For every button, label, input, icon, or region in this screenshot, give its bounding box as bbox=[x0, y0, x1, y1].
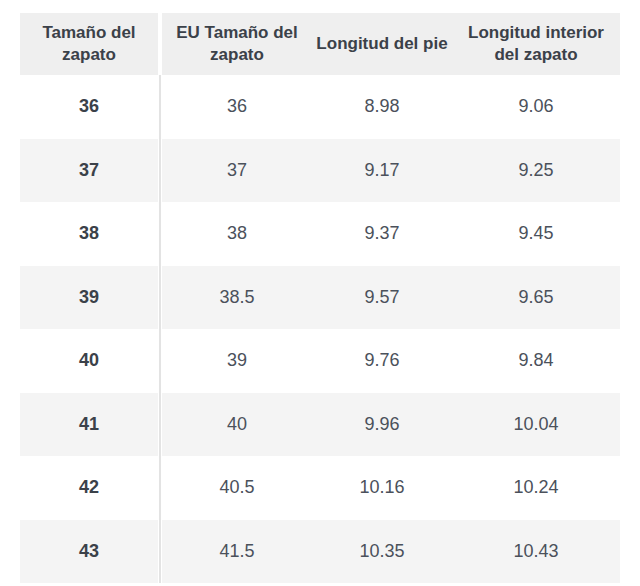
cell-shoe-size: 42 bbox=[20, 456, 158, 520]
cell-eu-shoe-size: 38.5 bbox=[162, 266, 312, 330]
table-row: 42 40.5 10.16 10.24 bbox=[20, 456, 620, 520]
cell-eu-shoe-size: 39 bbox=[162, 329, 312, 393]
table-row: 38 38 9.37 9.45 bbox=[20, 202, 620, 266]
cell-eu-shoe-size: 41.5 bbox=[162, 520, 312, 584]
cell-eu-shoe-size: 40.5 bbox=[162, 456, 312, 520]
cell-foot-length: 9.17 bbox=[312, 139, 452, 203]
cell-inner-shoe-length: 10.04 bbox=[452, 393, 620, 457]
table-body: 36 36 8.98 9.06 37 37 9.17 9.25 38 38 9.… bbox=[20, 75, 620, 583]
header-shoe-size: Tamaño del zapato bbox=[20, 13, 158, 75]
cell-eu-shoe-size: 38 bbox=[162, 202, 312, 266]
cell-inner-shoe-length: 9.84 bbox=[452, 329, 620, 393]
cell-inner-shoe-length: 9.25 bbox=[452, 139, 620, 203]
cell-foot-length: 9.76 bbox=[312, 329, 452, 393]
cell-eu-shoe-size: 40 bbox=[162, 393, 312, 457]
cell-shoe-size: 37 bbox=[20, 139, 158, 203]
cell-shoe-size: 41 bbox=[20, 393, 158, 457]
cell-inner-shoe-length: 10.43 bbox=[452, 520, 620, 584]
table-row: 40 39 9.76 9.84 bbox=[20, 329, 620, 393]
cell-shoe-size: 39 bbox=[20, 266, 158, 330]
cell-inner-shoe-length: 9.45 bbox=[452, 202, 620, 266]
table-row: 43 41.5 10.35 10.43 bbox=[20, 520, 620, 584]
cell-foot-length: 9.37 bbox=[312, 202, 452, 266]
cell-foot-length: 10.35 bbox=[312, 520, 452, 584]
cell-foot-length: 10.16 bbox=[312, 456, 452, 520]
cell-shoe-size: 36 bbox=[20, 75, 158, 139]
cell-shoe-size: 43 bbox=[20, 520, 158, 584]
cell-eu-shoe-size: 37 bbox=[162, 139, 312, 203]
cell-shoe-size: 40 bbox=[20, 329, 158, 393]
cell-eu-shoe-size: 36 bbox=[162, 75, 312, 139]
cell-shoe-size: 38 bbox=[20, 202, 158, 266]
shoe-size-table: Tamaño del zapato EU Tamaño del zapato L… bbox=[20, 13, 620, 583]
cell-foot-length: 9.96 bbox=[312, 393, 452, 457]
cell-inner-shoe-length: 10.24 bbox=[452, 456, 620, 520]
cell-inner-shoe-length: 9.06 bbox=[452, 75, 620, 139]
cell-foot-length: 8.98 bbox=[312, 75, 452, 139]
size-chart-screen: Tamaño del zapato EU Tamaño del zapato L… bbox=[0, 0, 640, 586]
table-row: 41 40 9.96 10.04 bbox=[20, 393, 620, 457]
cell-foot-length: 9.57 bbox=[312, 266, 452, 330]
table-row: 39 38.5 9.57 9.65 bbox=[20, 266, 620, 330]
header-eu-shoe-size: EU Tamaño del zapato bbox=[162, 13, 312, 75]
table-row: 36 36 8.98 9.06 bbox=[20, 75, 620, 139]
header-foot-length: Longitud del pie bbox=[312, 13, 452, 75]
table-row: 37 37 9.17 9.25 bbox=[20, 139, 620, 203]
header-inner-shoe-length: Longitud interior del zapato bbox=[452, 13, 620, 75]
cell-inner-shoe-length: 9.65 bbox=[452, 266, 620, 330]
table-header-row: Tamaño del zapato EU Tamaño del zapato L… bbox=[20, 13, 620, 75]
